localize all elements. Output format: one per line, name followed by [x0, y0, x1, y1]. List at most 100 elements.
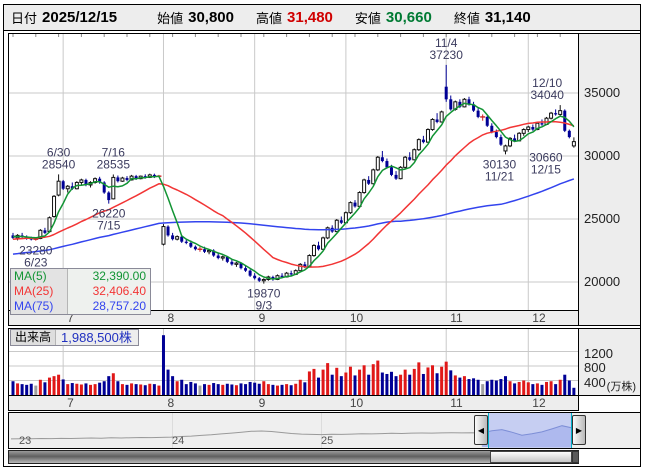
navigator-selected-line: [481, 425, 573, 436]
candle-down: [567, 130, 571, 138]
candle-down: [29, 238, 33, 240]
volume-bar: [102, 381, 106, 395]
candle-up: [321, 237, 326, 250]
candle-up: [375, 156, 380, 171]
candle-down: [385, 161, 389, 168]
candle-down: [189, 242, 193, 247]
candle-up: [65, 185, 70, 190]
candle-down: [184, 241, 188, 243]
candle-up: [161, 226, 166, 245]
volume-bar: [93, 384, 97, 395]
volume-bar: [248, 381, 252, 395]
volume-bar: [348, 366, 352, 395]
annotation-line2: 6/23: [24, 256, 48, 270]
volume-bar: [421, 373, 425, 395]
ma75-value: 28,757.20: [92, 299, 146, 313]
candle-down: [216, 255, 220, 259]
horizontal-scrollbar[interactable]: [8, 450, 579, 464]
volume-bar: [280, 384, 284, 395]
candle-down: [467, 99, 471, 105]
volume-bar: [84, 383, 88, 395]
volume-bar: [453, 375, 457, 395]
scrollbar-thumb[interactable]: [490, 451, 572, 463]
candle-down: [203, 249, 207, 252]
candle-down: [230, 261, 234, 265]
volume-bar: [545, 381, 549, 395]
volume-bar: [43, 382, 47, 395]
month-label: 9: [258, 396, 266, 410]
volume-bar: [431, 365, 435, 395]
volume-bar: [253, 382, 257, 395]
candle-down: [134, 176, 138, 179]
candle-down: [152, 174, 156, 177]
annotation-line2: 11/21: [485, 169, 514, 183]
candle-down: [563, 110, 567, 131]
volume-bar: [98, 382, 102, 395]
candle-down: [107, 192, 111, 201]
candle-up: [549, 112, 554, 119]
close-label: 終値: [453, 11, 480, 26]
candle-up: [298, 263, 303, 272]
volume-bar: [385, 373, 389, 395]
candle-down: [317, 245, 321, 250]
ma25-label: MA(25): [11, 284, 68, 299]
volume-bar: [203, 384, 207, 395]
volume-bar: [61, 379, 65, 395]
volume-bar: [444, 361, 448, 395]
candle-up: [220, 256, 225, 259]
candle-down: [125, 178, 129, 180]
month-label: 7: [67, 311, 74, 325]
annotation-line2: 37230: [430, 48, 464, 62]
open-value: 30,800: [188, 9, 234, 26]
candle-down: [485, 116, 489, 126]
month-label: 10: [349, 311, 364, 325]
volume-unit-label: (万株): [606, 381, 636, 393]
candle-down: [43, 230, 47, 233]
annotation-line2: 12/15: [531, 163, 561, 177]
low-label: 安値: [354, 11, 381, 26]
volume-bar: [540, 384, 544, 395]
volume-bar: [531, 384, 535, 395]
volume-bar: [189, 381, 193, 395]
volume-bar: [230, 384, 234, 395]
candle-down: [531, 127, 535, 130]
year-label: 24: [172, 435, 185, 447]
volume-bar: [239, 383, 243, 395]
candle-down: [257, 278, 261, 281]
ma75-label: MA(75): [11, 299, 68, 314]
volume-bar: [143, 385, 147, 395]
navigator-history-line: [10, 430, 482, 440]
navigator-right-handle[interactable]: ▶: [572, 415, 586, 445]
volume-bar: [458, 377, 462, 395]
volume-bar: [485, 381, 489, 395]
candle-down: [116, 177, 120, 182]
navigator-left-handle[interactable]: ◀: [474, 415, 488, 445]
candle-down: [513, 138, 517, 141]
right-arrow-icon: ▶: [575, 425, 583, 435]
candle-down: [554, 113, 558, 115]
candle-up: [325, 227, 330, 239]
price-axis-tick: 30000: [584, 148, 621, 163]
volume-bar: [16, 383, 20, 395]
candle-down: [248, 270, 252, 276]
volume-bar: [298, 379, 302, 395]
volume-bar: [522, 380, 526, 395]
candle-up: [535, 122, 540, 131]
ma75-line: [12, 178, 575, 255]
candle-down: [449, 99, 453, 110]
candle-down: [499, 137, 503, 145]
scrollbar-end-button[interactable]: [572, 451, 579, 463]
volume-bar: [490, 379, 494, 395]
volume-bar: [271, 384, 275, 395]
range-navigator[interactable]: ◀ ▶ 23 24 25: [8, 412, 641, 449]
volume-bar: [11, 381, 15, 395]
month-label: 12: [532, 396, 546, 410]
candle-down: [143, 176, 147, 178]
volume-bar: [394, 376, 398, 395]
candle-down: [490, 125, 494, 133]
price-axis-tick: 20000: [584, 274, 621, 289]
volume-bar: [367, 374, 371, 395]
volume-bar: [403, 369, 407, 395]
